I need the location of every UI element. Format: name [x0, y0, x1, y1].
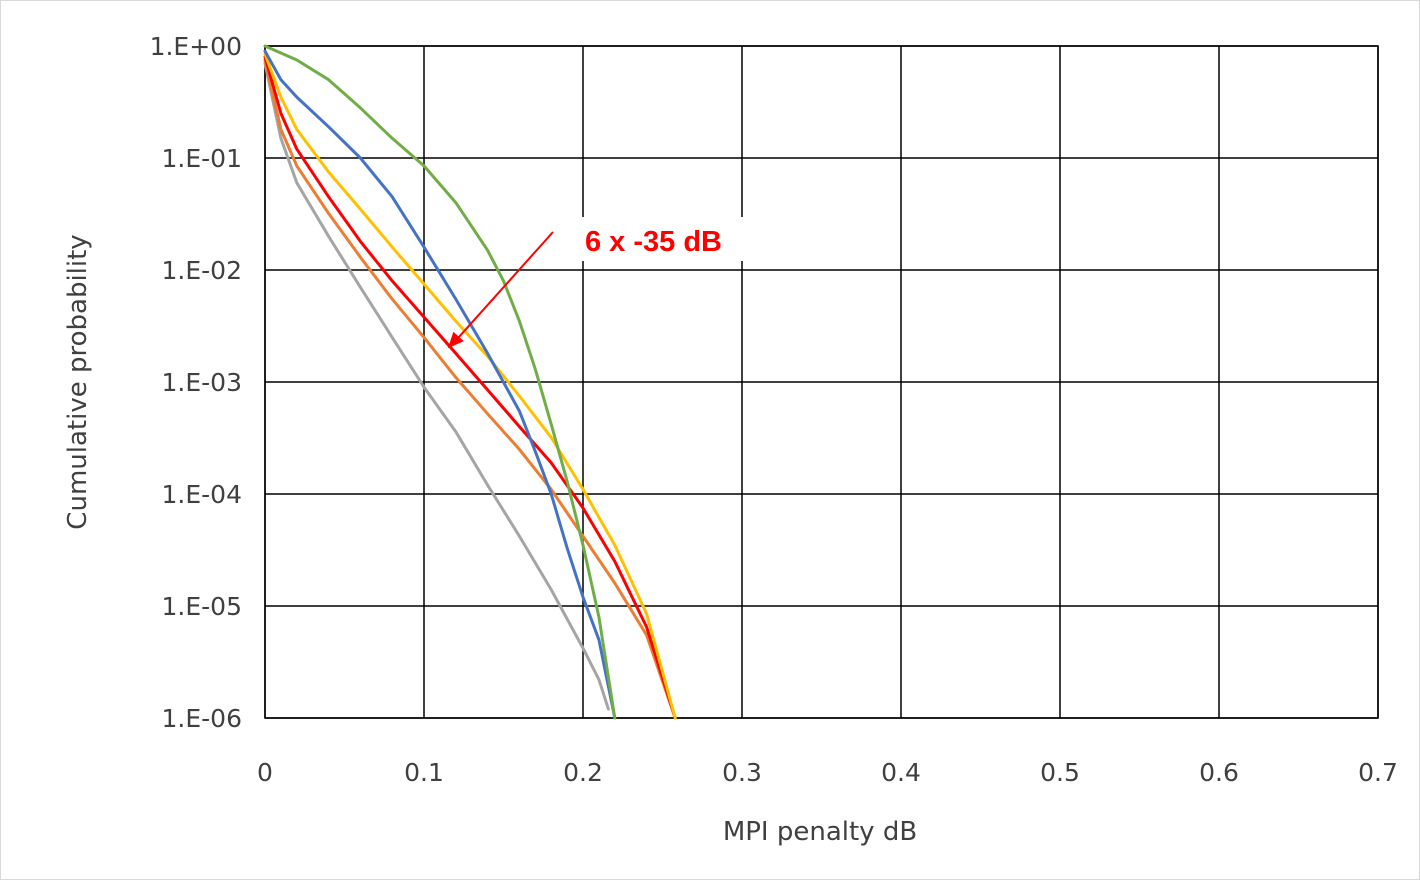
x-tick-label: 0.5 [1040, 758, 1080, 787]
x-tick-label: 0.2 [563, 758, 603, 787]
y-axis-title: Cumulative probability [63, 234, 93, 529]
y-tick-label: 1.E-02 [162, 256, 242, 285]
x-tick-label: 0.4 [881, 758, 921, 787]
series-line [263, 49, 617, 720]
axes: 0 0.1 0.2 0.3 0.4 0.5 0.6 0.7 1.E+00 1.E-01 1.E-02… [150, 32, 1398, 787]
y-tick-label: 1.E-03 [162, 368, 242, 397]
annotation-arrowhead [447, 331, 464, 349]
series-line [263, 44, 617, 720]
annotation-arrow-line [456, 231, 554, 340]
series-lines [263, 44, 677, 720]
x-tick-label: 0.6 [1199, 758, 1239, 787]
series-line [263, 55, 677, 720]
x-tick-label: 0 [257, 758, 273, 787]
x-tick-label: 0.3 [722, 758, 762, 787]
x-axis-title: MPI penalty dB [723, 817, 917, 847]
x-tick-label: 0.7 [1358, 758, 1398, 787]
plot-frame [264, 45, 1379, 719]
grid [264, 45, 1379, 719]
y-tick-label: 1.E-05 [162, 592, 242, 621]
y-tick-label: 1.E-04 [162, 480, 242, 509]
annotation-label: 6 x -35 dB [585, 226, 722, 258]
y-tick-label: 1.E-01 [162, 144, 242, 173]
series-line [263, 58, 677, 720]
annotation-group: 6 x -35 dB [447, 217, 754, 349]
y-tick-label: 1.E-06 [162, 704, 242, 733]
y-tick-label: 1.E+00 [150, 32, 242, 61]
series-line [263, 52, 677, 720]
x-tick-label: 0.1 [404, 758, 444, 787]
annotation-background [568, 217, 754, 261]
series-line [263, 61, 610, 711]
